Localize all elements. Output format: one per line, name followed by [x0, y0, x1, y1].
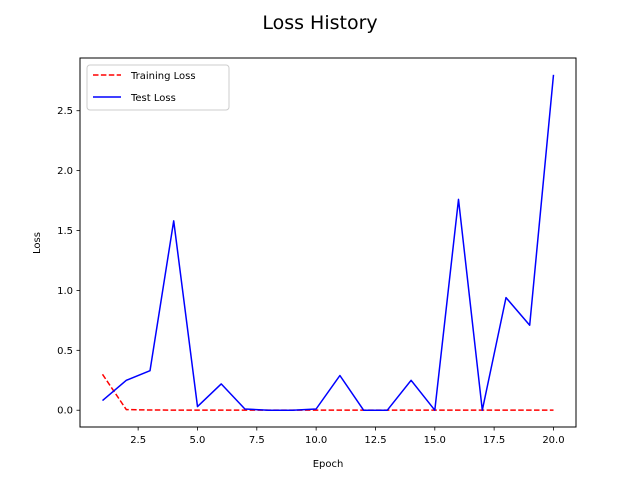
x-tick-label: 7.5 [249, 435, 265, 446]
legend: Training Loss Test Loss [86, 64, 230, 111]
x-tick-label: 5.0 [190, 435, 206, 446]
legend-label: Training Loss [130, 71, 196, 82]
plot-area [101, 74, 555, 411]
y-tick-label: 1.5 [57, 226, 73, 237]
y-tick-label: 2.0 [57, 166, 73, 177]
y-tick-label: 1.0 [57, 286, 73, 297]
x-tick-label: 10.0 [305, 435, 327, 446]
x-tick-label: 17.5 [483, 435, 505, 446]
y-tick-label: 2.5 [57, 106, 73, 117]
series-line-test-loss [102, 74, 555, 411]
legend-label: Test Loss [130, 93, 176, 104]
x-axis-label: Epoch [313, 459, 344, 470]
axis-ticks: 2.5 5.0 7.5 10.0 12.5 15.0 17.5 20.0 0.0 0.5 1.0 1.… [57, 106, 564, 446]
legend-box [86, 64, 230, 111]
x-tick-label: 15.0 [424, 435, 446, 446]
axes-frame [79, 57, 577, 428]
y-axis-label: Loss [32, 232, 43, 254]
x-tick-label: 12.5 [364, 435, 386, 446]
x-tick-label: 20.0 [542, 435, 564, 446]
x-tick-label: 2.5 [130, 435, 146, 446]
y-tick-label: 0.5 [57, 346, 73, 357]
chart-title: Loss History [262, 12, 377, 34]
y-tick-label: 0.0 [57, 406, 73, 417]
